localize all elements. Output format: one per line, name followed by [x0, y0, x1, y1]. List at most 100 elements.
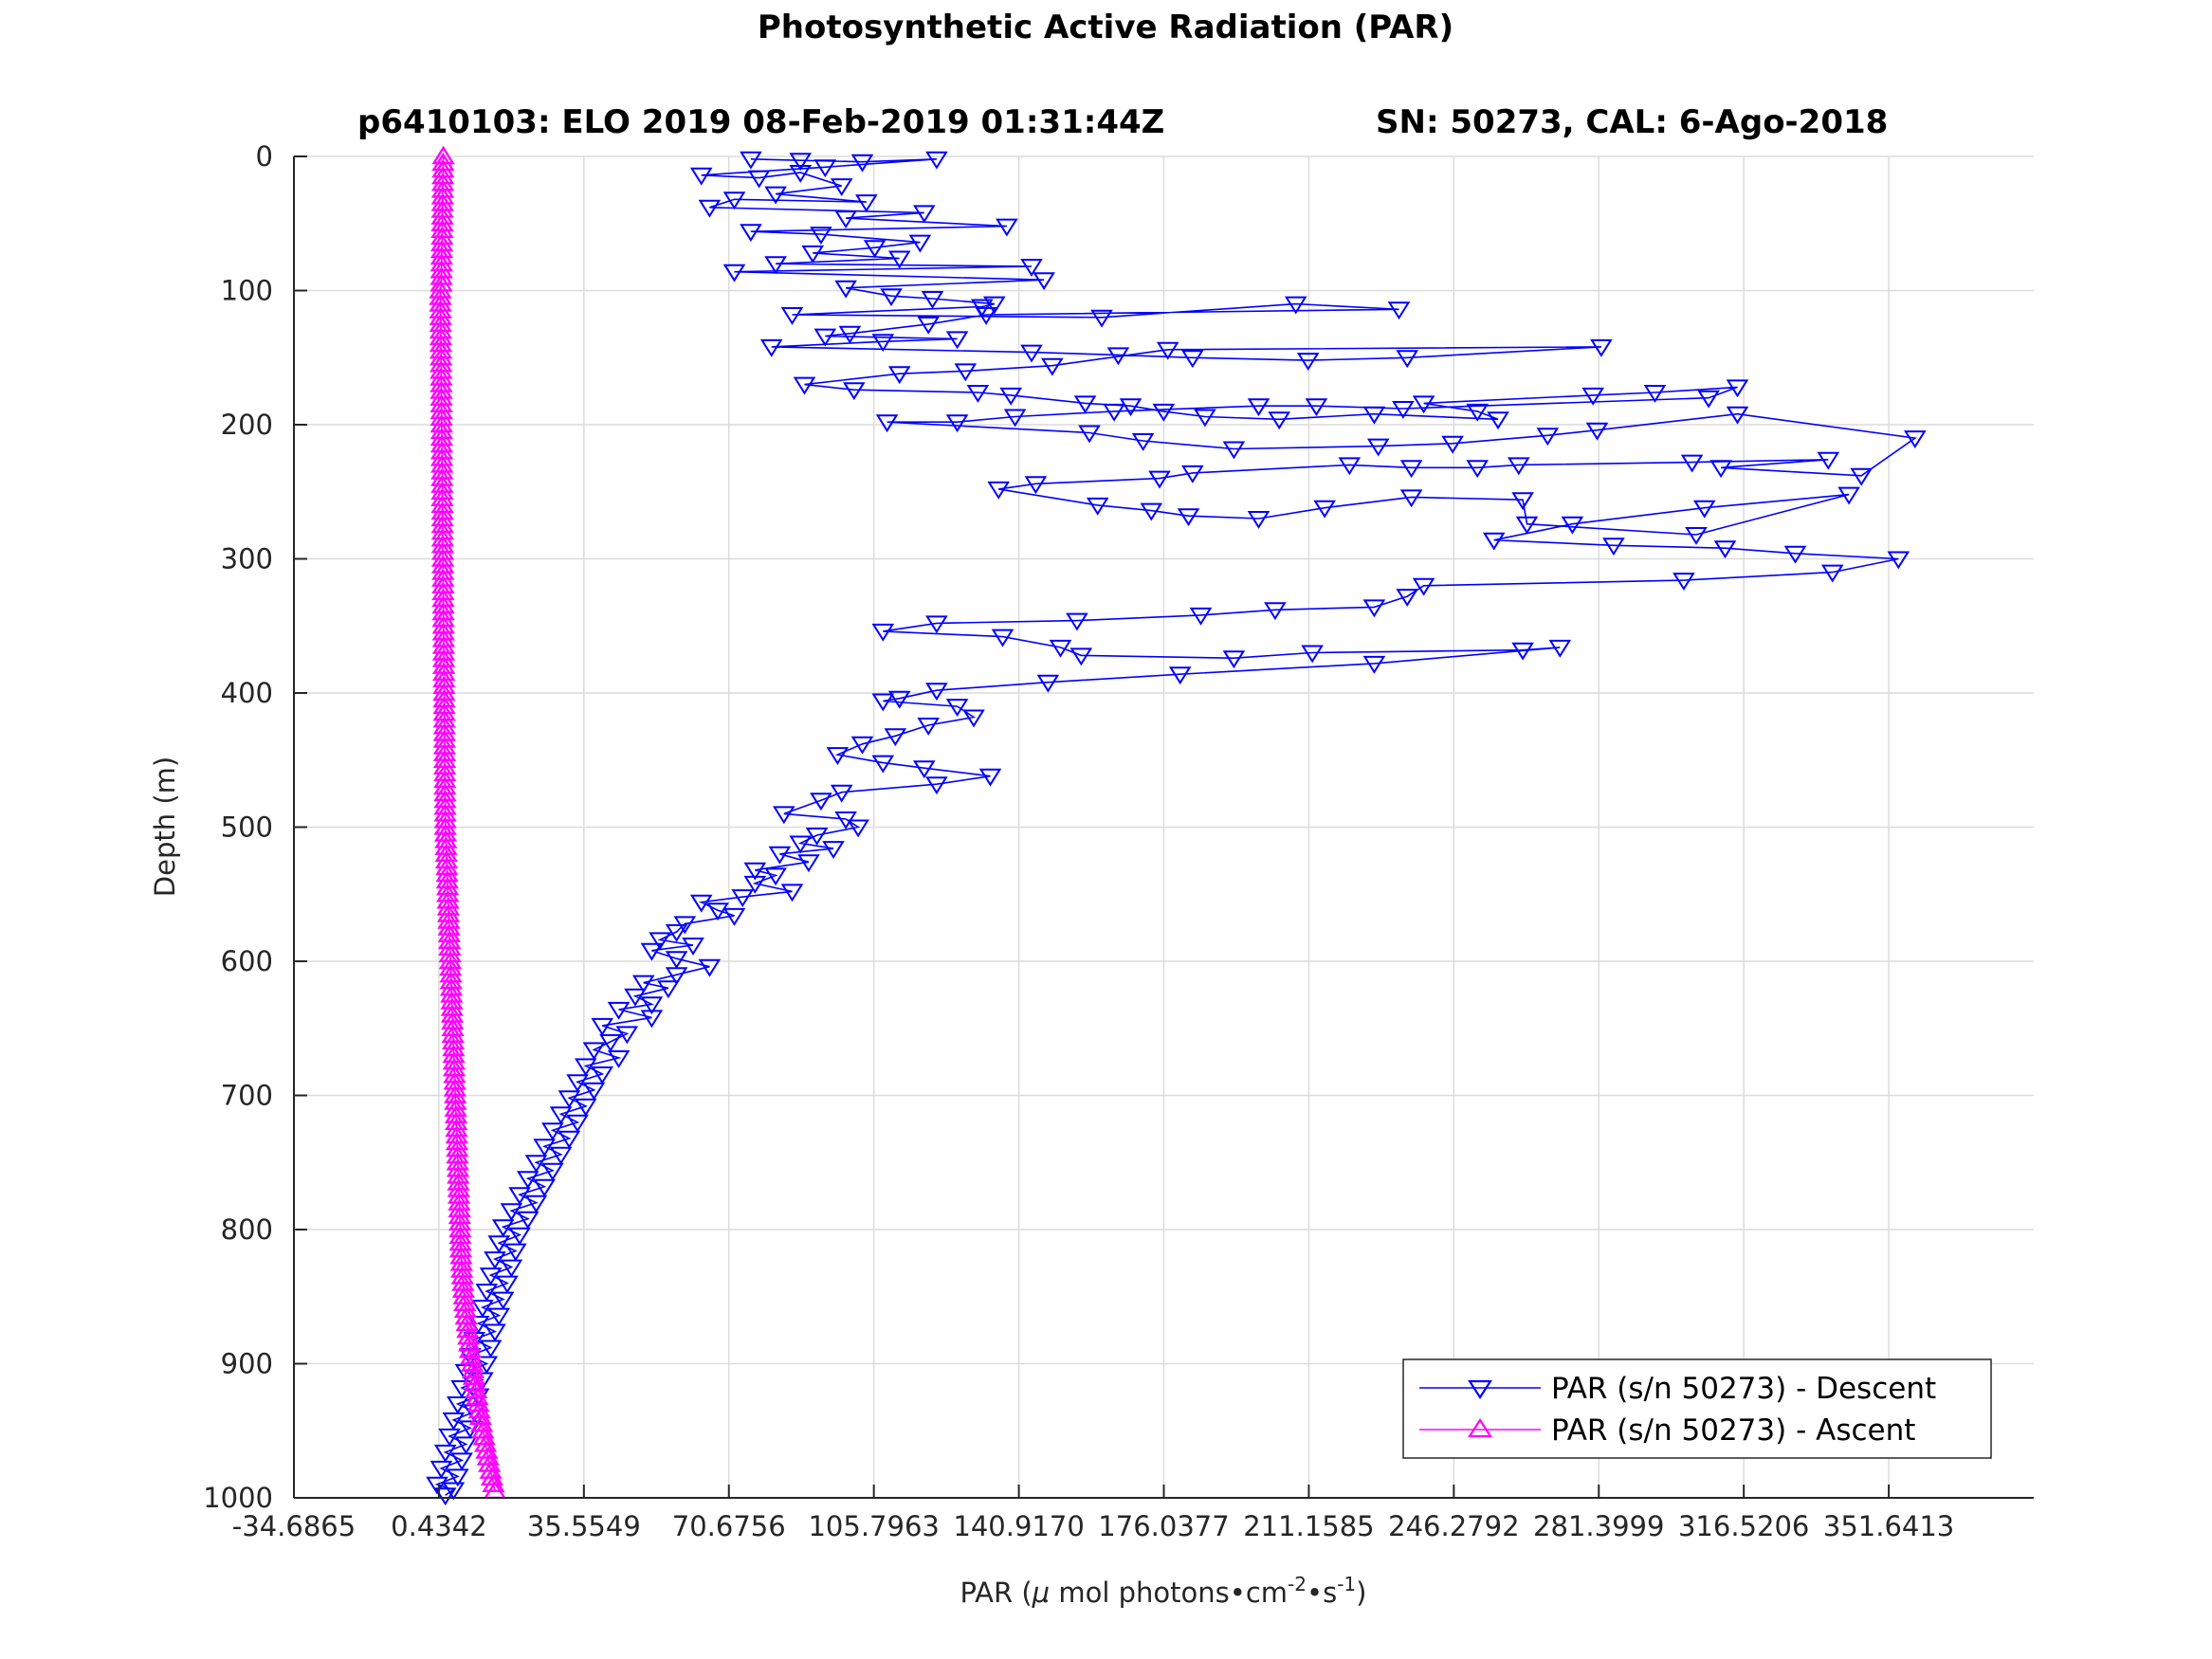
descent-point [966, 385, 990, 403]
descent-point [631, 975, 655, 994]
ascent-point [482, 1473, 505, 1492]
descent-point [1040, 357, 1064, 376]
descent-point [615, 1026, 639, 1045]
descent-point [880, 288, 903, 307]
y-tick-label: 500 [221, 811, 273, 844]
descent-point [500, 1203, 523, 1222]
descent-point [1194, 409, 1216, 428]
descent-point [433, 1444, 457, 1463]
descent-point [1156, 341, 1179, 360]
descent-point [1726, 406, 1749, 425]
descent-point [945, 414, 969, 433]
descent-point [805, 828, 829, 846]
descent-point [921, 291, 944, 309]
descent-point [1247, 398, 1271, 417]
ascent-point [471, 1420, 495, 1439]
descent-point [1090, 309, 1113, 328]
legend-descent-label: PAR (s/n 50273) - Descent [1551, 1372, 1936, 1406]
ascent-point [472, 1427, 496, 1446]
descent-point [433, 1487, 457, 1506]
descent-point [982, 296, 1006, 315]
descent-point [1396, 350, 1419, 369]
descent-point [912, 205, 936, 224]
descent-point [850, 736, 874, 755]
descent-point [446, 1396, 469, 1414]
y-tick-label: 400 [221, 677, 273, 709]
descent-point [516, 1211, 539, 1230]
descent-point [541, 1122, 564, 1141]
descent-point [1305, 398, 1328, 417]
y-tick-label: 800 [221, 1213, 273, 1246]
descent-point [887, 690, 911, 709]
descent-point [1602, 538, 1625, 556]
descent-point [722, 907, 746, 926]
ascent-point [475, 1440, 499, 1459]
descent-point [838, 325, 862, 344]
descent-point [706, 902, 729, 921]
descent-point [1119, 398, 1143, 417]
descent-point [759, 338, 783, 357]
descent-point [1284, 296, 1307, 315]
descent-point [574, 1058, 597, 1077]
descent-point [834, 210, 857, 228]
y-tick-label: 700 [221, 1080, 273, 1112]
series-descent [426, 151, 1927, 1506]
x-tick-label: 211.1585 [1243, 1510, 1374, 1542]
descent-point [810, 227, 832, 245]
descent-point [768, 846, 792, 865]
descent-point [814, 328, 837, 347]
descent-point [871, 693, 895, 712]
descent-point [1487, 411, 1509, 430]
descent-point [1837, 486, 1860, 505]
descent-point [1697, 390, 1720, 409]
descent-point [442, 1412, 466, 1431]
descent-point [1036, 674, 1060, 693]
x-tick-label: 176.0377 [1098, 1510, 1229, 1542]
descent-point [524, 1194, 548, 1213]
descent-point [772, 806, 795, 825]
descent-point [1366, 438, 1390, 457]
descent-point [1387, 301, 1411, 320]
descent-point [682, 938, 704, 956]
descent-point [991, 629, 1015, 647]
descent-point [549, 1146, 573, 1165]
descent-point [917, 316, 941, 335]
descent-point [871, 755, 895, 774]
y-tick-label: 0 [256, 140, 273, 173]
x-tick-label: -34.6865 [232, 1510, 356, 1542]
descent-point [789, 165, 813, 183]
descent-point [657, 980, 680, 999]
descent-point [1466, 403, 1490, 422]
chart-subtitle-left: p6410103: ELO 2019 08-Feb-2019 01:31:44Z [357, 103, 1164, 141]
descent-point [1709, 460, 1732, 479]
descent-point [1643, 385, 1667, 403]
descent-point [1177, 508, 1200, 527]
descent-point [689, 167, 713, 186]
descent-point [740, 151, 762, 170]
y-axis-label: Depth (m) [149, 757, 181, 897]
descent-point [1189, 607, 1213, 626]
descent-point [1692, 500, 1716, 519]
descent-point [945, 699, 969, 717]
descent-point [1362, 655, 1386, 674]
descent-point [640, 996, 664, 1015]
descent-point [722, 191, 746, 210]
descent-point [887, 366, 911, 385]
x-tick-label: 35.5549 [527, 1510, 641, 1542]
descent-point [1148, 470, 1171, 489]
descent-point [1069, 647, 1093, 666]
descent-point [566, 1074, 589, 1093]
ascent-point [476, 1447, 500, 1466]
descent-point [764, 867, 787, 886]
descent-point [801, 245, 825, 264]
ascent-point [480, 1467, 504, 1486]
descent-point [912, 760, 936, 779]
descent-point [1362, 599, 1386, 618]
descent-point [582, 1042, 606, 1061]
descent-point [1268, 411, 1291, 430]
descent-point [475, 1284, 499, 1302]
descent-point [731, 889, 755, 907]
descent-point [722, 264, 746, 283]
descent-point [780, 307, 804, 325]
descent-point [1131, 433, 1155, 451]
